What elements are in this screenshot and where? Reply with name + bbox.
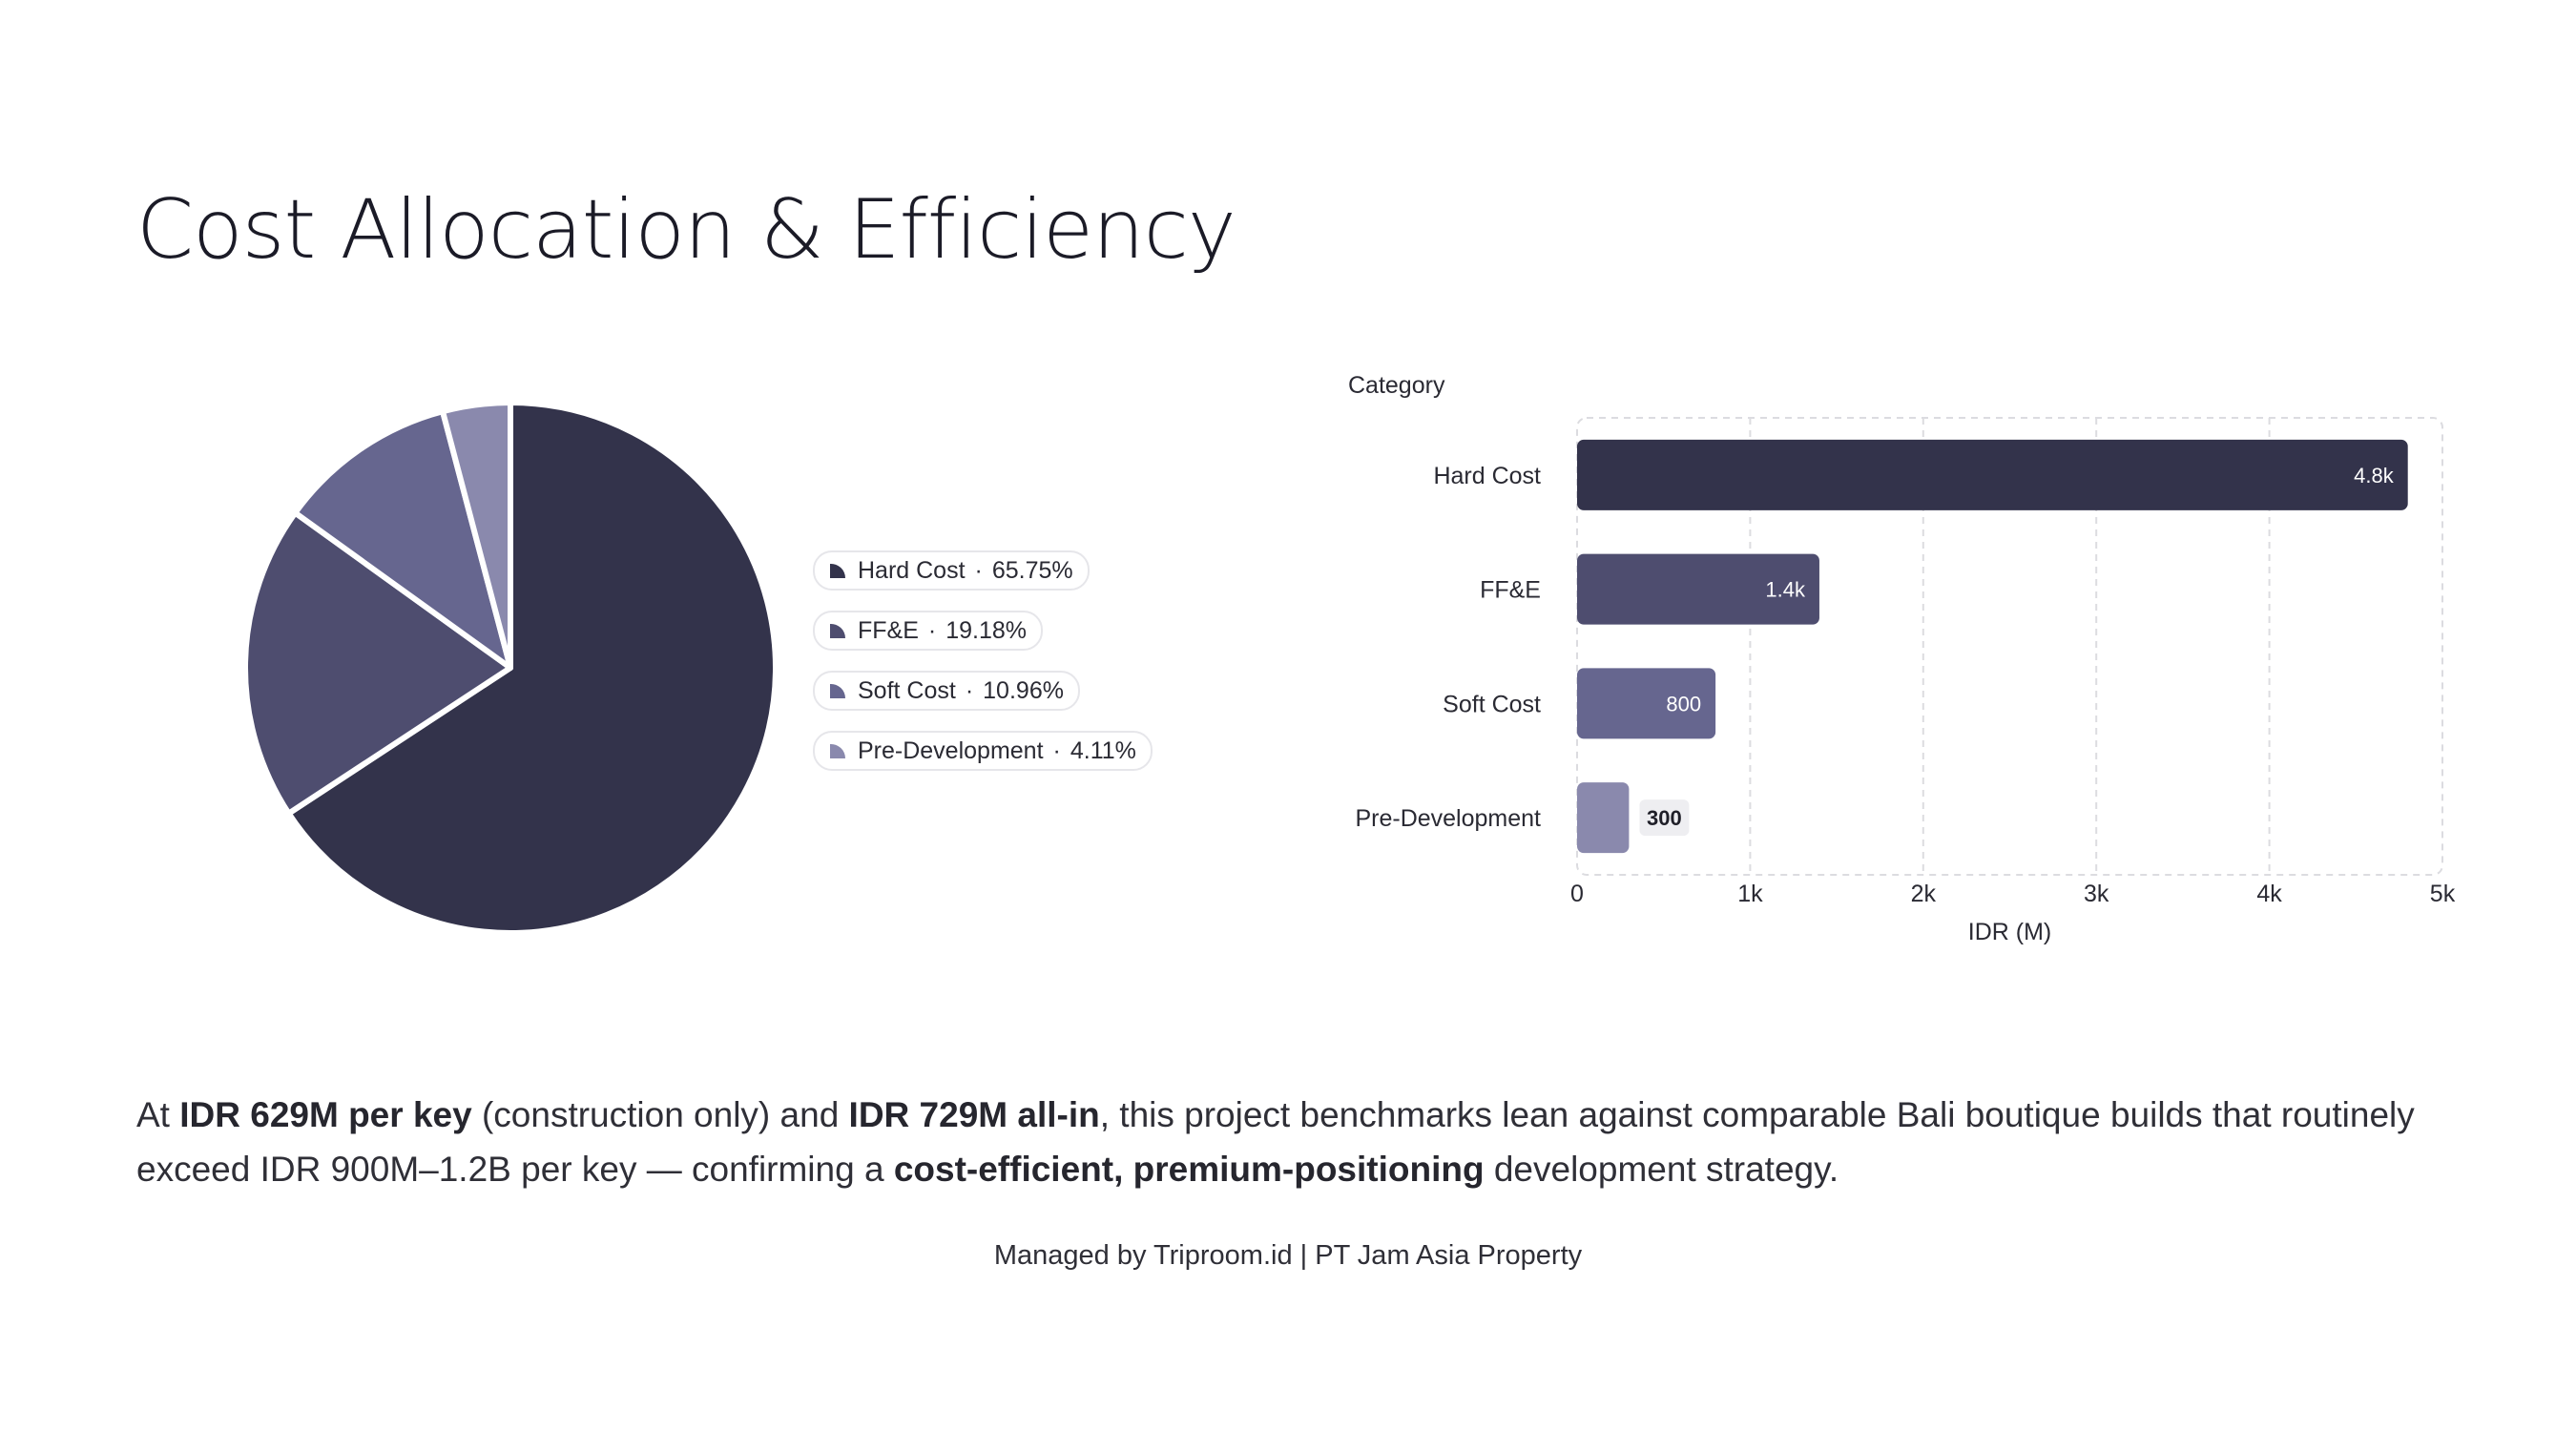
legend-separator: · [1052,736,1061,764]
plot-frame [1576,417,2443,876]
bar-value-label: 300 [1647,806,1682,830]
x-tick-label: 2k [1911,881,1937,907]
pie-slice-ffande [242,509,513,817]
pie-slice-pre-development [440,400,513,671]
legend-percent: 10.96% [983,676,1064,704]
y-category-label: Hard Cost [1433,463,1541,489]
legend-percent: 19.18% [945,616,1028,644]
legend-swatch-icon [830,683,846,698]
legend-item-pre-development: Pre-Development · 4.11% [813,731,1153,771]
pie-slice-hard-cost [285,400,779,936]
pie-slice-soft-cost [292,408,513,671]
legend-label: Pre-Development [858,736,1044,764]
bar-soft-cost [1577,668,1716,739]
legend-swatch-icon [830,563,846,578]
legend-separator: · [974,556,983,584]
x-tick-label: 1k [1737,881,1763,907]
summary-highlight: cost-efficient, premium-positioning [893,1150,1485,1189]
x-tick-label: 3k [2084,881,2109,907]
footer-credit: Managed by Triproom.id | PT Jam Asia Pro… [993,1240,1583,1271]
cost-bar-chart: 0 1k 2k 3k 4k 5k Hard Cost 4.8k FF&E 1.4k Soft Cos… [1348,372,2456,945]
legend-swatch-icon [830,743,846,758]
cost-pie-chart [242,400,779,936]
summary-text: development strategy. [1484,1150,1839,1189]
bar-value-label: 4.8k [2354,464,2395,487]
bar-ffande [1577,553,1819,625]
y-category-label: FF&E [1480,577,1541,604]
bar-value-label: 1.4k [1765,578,1806,602]
legend-label: Soft Cost [858,676,956,704]
x-tick-label: 4k [2256,881,2282,907]
legend-label: FF&E [858,616,919,644]
summary-text: (construction only) and [471,1095,849,1134]
legend-percent: 65.75% [991,556,1073,584]
y-category-label: Soft Cost [1443,691,1541,717]
legend-item-ffande: FF&E · 19.18% [813,611,1044,651]
x-tick-label: 5k [2430,881,2456,907]
summary-paragraph: At IDR 629M per key (construction only) … [136,1088,2455,1196]
summary-text: At [136,1095,180,1134]
legend-swatch-icon [830,623,846,638]
summary-highlight: IDR 629M per key [179,1095,472,1134]
legend-item-soft-cost: Soft Cost · 10.96% [813,671,1080,711]
legend-label: Hard Cost [858,556,966,584]
page-title: Cost Allocation & Efficiency [136,182,1236,278]
bar-pre-development [1577,782,1630,854]
bar-hard-cost [1577,439,2408,510]
summary-text: , this project benchmarks lean against c… [136,1095,2415,1189]
legend-item-hard-cost: Hard Cost · 65.75% [813,550,1090,591]
legend-separator: · [965,676,974,704]
summary-highlight: IDR 729M all-in [848,1095,1100,1134]
bar-value-label: 800 [1666,692,1701,716]
y-axis-title: Category [1348,372,1445,399]
y-category-label: Pre-Development [1355,805,1541,832]
legend-percent: 4.11% [1070,736,1136,764]
x-axis-title: IDR (M) [1968,919,2051,945]
bar-value-badge [1639,799,1690,837]
legend-separator: · [927,616,937,644]
x-tick-label: 0 [1570,881,1584,907]
